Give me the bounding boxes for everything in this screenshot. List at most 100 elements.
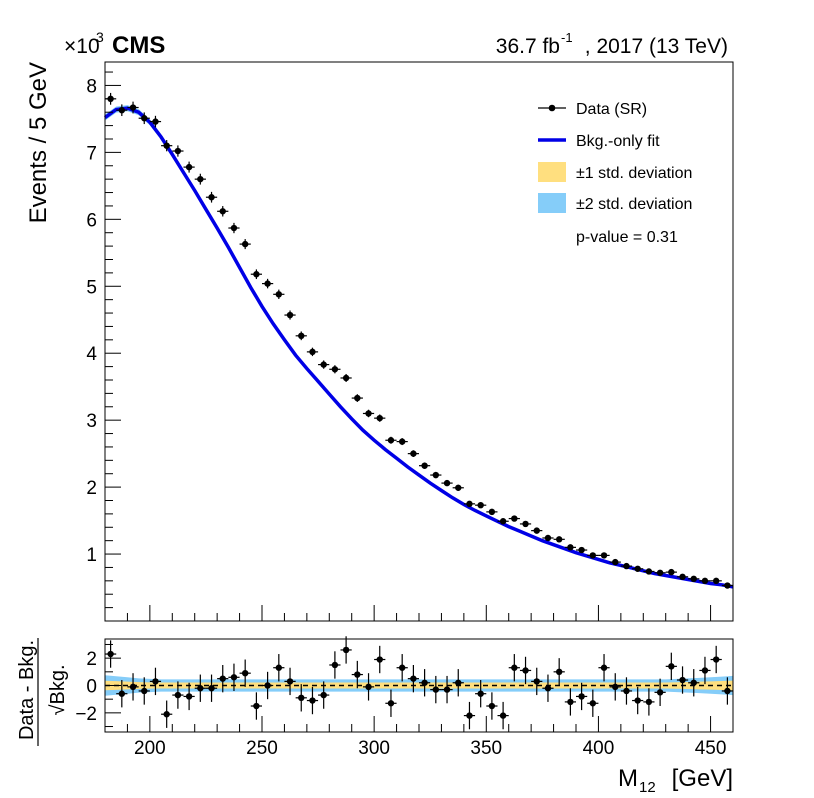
data-point xyxy=(407,450,419,457)
ratio-point xyxy=(262,671,274,700)
x-tick-label: 300 xyxy=(358,738,390,759)
ratio-point xyxy=(598,654,610,682)
data-point xyxy=(576,546,588,554)
data-point xyxy=(217,206,229,217)
x-tick-label: 350 xyxy=(470,738,502,759)
data-point xyxy=(463,500,476,508)
data-point xyxy=(205,191,218,203)
ratio-band-1sigma xyxy=(105,680,733,691)
main-y-axis-ticks: 1 2 3 4 5 6 7 8 xyxy=(86,71,121,609)
ratio-point xyxy=(475,680,487,708)
x-tick-label: 400 xyxy=(583,738,615,759)
data-point xyxy=(161,140,173,152)
ratio-point xyxy=(116,680,128,708)
ratio-point xyxy=(587,689,599,717)
ratio-y-axis-ticks: −2 0 2 xyxy=(75,643,121,728)
ratio-point xyxy=(306,686,319,715)
data-point xyxy=(306,347,319,357)
data-point xyxy=(149,115,162,128)
ratio-point xyxy=(564,688,576,716)
ratio-point xyxy=(531,667,543,696)
data-point xyxy=(419,462,431,469)
legend-fit-label: Bkg.-only fit xyxy=(576,133,660,150)
x-axis-title: [GeV] M 12 xyxy=(618,765,733,796)
ratio-point xyxy=(609,673,621,701)
ratio-point xyxy=(273,654,285,682)
ratio-point xyxy=(441,675,453,704)
data-point xyxy=(194,173,206,185)
ratio-point xyxy=(329,651,341,679)
data-point xyxy=(475,501,487,509)
data-point xyxy=(486,508,498,516)
x-axis-title-units: [GeV] xyxy=(672,765,733,792)
experiment-label: CMS xyxy=(112,32,165,59)
data-point xyxy=(228,222,240,234)
data-point xyxy=(542,534,554,542)
data-point xyxy=(138,112,150,125)
ratio-point xyxy=(430,675,442,704)
data-point xyxy=(284,310,296,320)
ratio-y-axis-title: Data - Bkg. √Bkg. xyxy=(16,638,69,746)
ratio-y-title-denominator: √Bkg. xyxy=(47,665,69,716)
ratio-point xyxy=(194,674,206,702)
data-point xyxy=(643,568,655,575)
data-point xyxy=(665,568,677,576)
legend-data-marker xyxy=(538,104,566,112)
main-y-tick-label: 7 xyxy=(86,143,97,164)
ratio-point xyxy=(486,692,498,720)
ratio-y-tick-label: 2 xyxy=(86,649,97,670)
ratio-y-tick-label: 0 xyxy=(86,677,97,698)
ratio-point xyxy=(497,701,509,730)
data-point xyxy=(531,527,543,534)
ratio-point xyxy=(643,688,655,716)
data-point xyxy=(351,394,363,402)
data-point xyxy=(441,479,453,487)
data-point xyxy=(262,278,274,289)
ratio-point xyxy=(620,677,633,705)
data-point xyxy=(710,577,722,585)
data-point xyxy=(250,269,262,280)
data-point xyxy=(620,562,633,570)
ratio-point xyxy=(721,677,733,705)
ratio-point xyxy=(676,666,689,694)
legend-band2-label: ±2 std. deviation xyxy=(576,196,692,213)
ratio-point xyxy=(508,654,520,682)
ratio-point xyxy=(295,684,307,712)
main-y-tick-label: 6 xyxy=(86,210,97,231)
data-point xyxy=(374,414,386,422)
ratio-point xyxy=(699,656,711,685)
data-point xyxy=(396,438,408,446)
data-point xyxy=(497,518,509,525)
ratio-point xyxy=(576,682,588,711)
data-point xyxy=(598,552,610,559)
main-y-tick-label: 5 xyxy=(86,277,97,298)
data-point xyxy=(172,145,184,157)
data-point xyxy=(508,515,520,522)
ratio-point xyxy=(710,645,722,674)
ratio-point xyxy=(172,681,184,709)
legend: Data (SR) Bkg.-only fit ±1 std. deviatio… xyxy=(538,101,692,246)
ratio-point xyxy=(553,658,565,686)
data-point xyxy=(362,409,375,418)
ratio-bands xyxy=(105,675,733,696)
data-point xyxy=(632,565,644,572)
ratio-point xyxy=(351,660,363,689)
legend-pvalue: p-value = 0.31 xyxy=(576,229,678,246)
ratio-point xyxy=(463,701,476,730)
ratio-point xyxy=(340,636,352,664)
legend-band2-swatch xyxy=(538,193,566,213)
data-point xyxy=(609,558,621,566)
ratio-point xyxy=(374,645,386,674)
data-point xyxy=(318,360,330,369)
data-point xyxy=(564,544,576,551)
main-y-axis-title: Events / 5 GeV xyxy=(25,62,52,223)
ratio-point xyxy=(419,669,431,697)
ratio-point xyxy=(127,673,139,701)
data-point xyxy=(385,436,397,444)
data-points-layer xyxy=(105,92,733,589)
data-point xyxy=(587,552,599,559)
ratio-point xyxy=(665,652,677,681)
main-y-tick-label: 1 xyxy=(86,545,97,566)
ratio-point xyxy=(519,656,532,685)
